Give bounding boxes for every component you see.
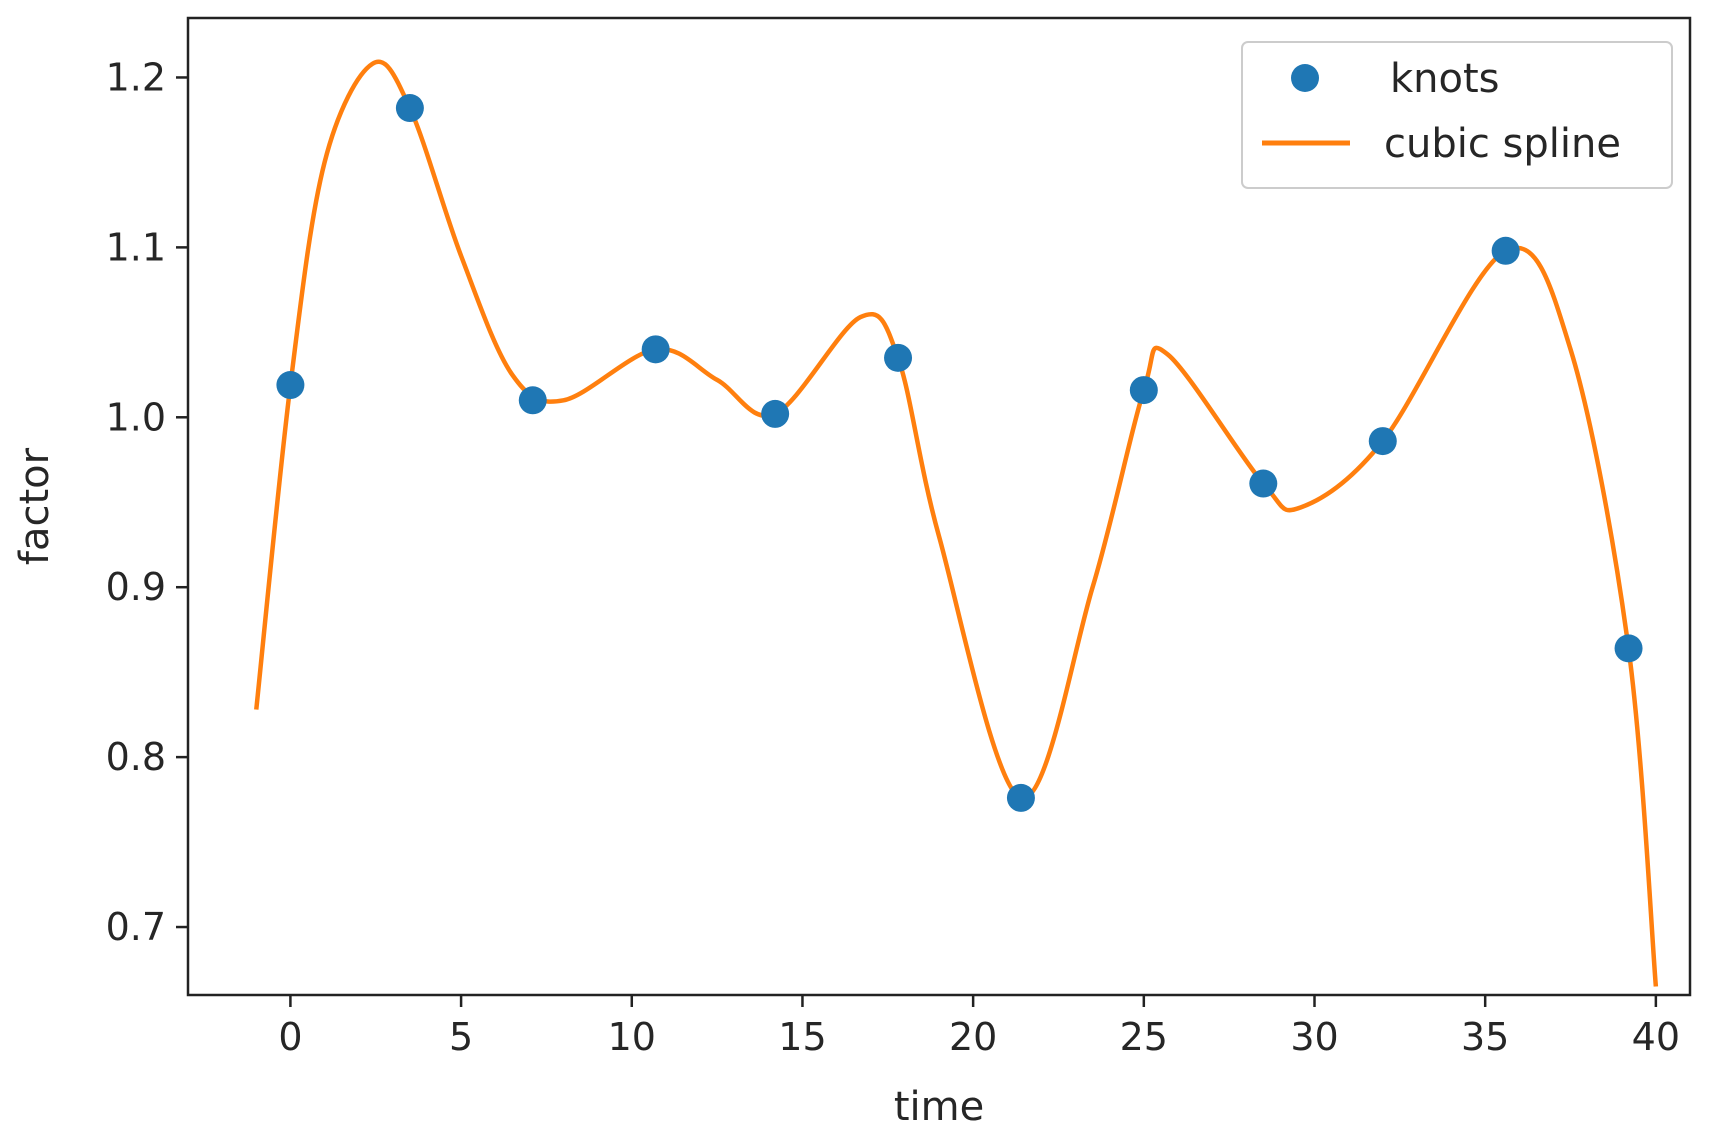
y-tick-label: 0.7	[106, 905, 166, 949]
y-tick-label: 1.1	[106, 225, 166, 269]
y-tick-label: 0.9	[106, 565, 166, 609]
knot-point	[761, 399, 790, 428]
knot-point	[276, 371, 305, 400]
x-tick-label: 10	[608, 1015, 656, 1059]
knot-point	[518, 386, 547, 415]
legend: knots cubic spline	[1241, 41, 1673, 189]
x-tick-label: 25	[1120, 1015, 1168, 1059]
knot-point	[884, 343, 913, 372]
x-tick-label: 30	[1290, 1015, 1338, 1059]
knot-point	[395, 94, 424, 123]
plot-frame	[186, 16, 1692, 997]
knot-point	[1614, 634, 1643, 663]
knot-point	[1129, 376, 1158, 405]
x-tick-label: 0	[278, 1015, 302, 1059]
x-tick-label: 20	[949, 1015, 997, 1059]
legend-spline-label: cubic spline	[1384, 121, 1621, 167]
y-axis-label: factor	[12, 447, 58, 565]
y-axis-ticks: 0.7 0.8 0.9 1.0 1.1 1.2	[106, 55, 188, 949]
knot-point	[1249, 469, 1278, 498]
spline-layer	[254, 59, 1659, 987]
y-tick-label: 1.0	[106, 395, 166, 439]
legend-knots-label: knots	[1390, 56, 1500, 102]
knot-point	[1006, 783, 1035, 812]
legend-knots-marker	[1291, 64, 1319, 92]
legend-box	[1241, 41, 1673, 189]
x-axis-ticks: 0 5 10 15 20 25 30 35 40	[278, 995, 1680, 1059]
knot-point	[641, 335, 670, 364]
spline-series-line	[254, 59, 1659, 987]
x-tick-label: 15	[778, 1015, 826, 1059]
knot-point	[1368, 427, 1397, 456]
y-tick-label: 0.8	[106, 735, 166, 779]
knot-point	[1491, 236, 1520, 265]
x-axis-label: time	[894, 1084, 984, 1130]
y-tick-label: 1.2	[106, 55, 166, 99]
knots-layer	[276, 94, 1643, 812]
x-tick-label: 5	[449, 1015, 473, 1059]
x-tick-label: 35	[1461, 1015, 1509, 1059]
x-tick-label: 40	[1632, 1015, 1680, 1059]
